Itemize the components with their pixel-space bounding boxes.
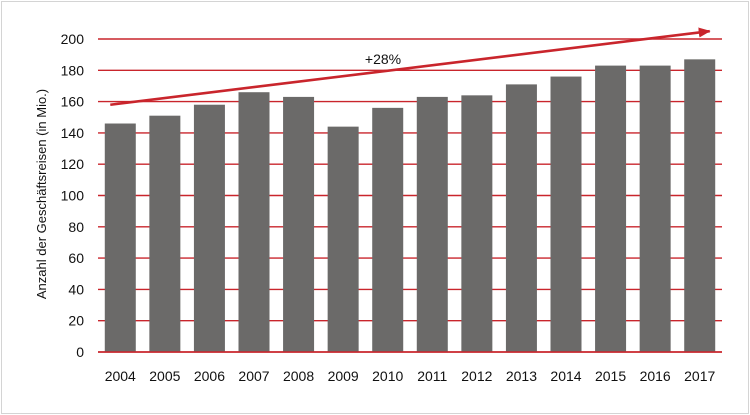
bar-2005 — [149, 115, 181, 352]
x-tick-label: 2008 — [283, 368, 314, 384]
x-tick-label: 2006 — [194, 368, 225, 384]
bar-2008 — [283, 96, 315, 352]
x-tick-label: 2014 — [550, 368, 581, 384]
y-tick-label: 200 — [61, 31, 85, 47]
bar-2017 — [684, 59, 716, 352]
y-tick-label: 140 — [61, 125, 85, 141]
x-tick-label: 2009 — [328, 368, 359, 384]
bar-2009 — [327, 126, 359, 352]
growth-arrow — [110, 27, 711, 107]
x-tick-label: 2015 — [595, 368, 626, 384]
x-tick-label: 2013 — [506, 368, 537, 384]
y-tick-label: 120 — [61, 156, 85, 172]
x-tick-label: 2017 — [684, 368, 715, 384]
y-tick-label: 20 — [68, 313, 84, 329]
bar-2015 — [595, 65, 627, 352]
bar-2014 — [550, 76, 582, 352]
y-tick-label: 100 — [61, 188, 85, 204]
bar-2007 — [238, 92, 270, 353]
y-tick-label: 60 — [68, 250, 84, 266]
y-tick-label: 160 — [61, 94, 85, 110]
bar-2013 — [505, 84, 537, 352]
x-tick-label: 2004 — [105, 368, 136, 384]
bar-2011 — [416, 96, 448, 352]
x-tick-label: 2012 — [461, 368, 492, 384]
bar-2004 — [104, 123, 136, 352]
x-tick-label: 2010 — [372, 368, 403, 384]
growth-label: +28% — [365, 51, 401, 67]
x-tick-label: 2011 — [417, 368, 447, 384]
y-tick-label: 180 — [61, 62, 85, 78]
y-tick-label: 40 — [68, 281, 84, 297]
x-tick-label: 2007 — [238, 368, 269, 384]
bar-2012 — [461, 95, 493, 352]
y-axis-label: Anzahl der Geschäftsreisen (in Mio.) — [34, 89, 49, 299]
y-tick-label: 80 — [68, 219, 84, 235]
x-tick-label: 2005 — [149, 368, 180, 384]
bar-2016 — [639, 65, 671, 352]
bar-2006 — [193, 104, 225, 352]
x-tick-label: 2016 — [640, 368, 671, 384]
bar-2010 — [372, 107, 404, 352]
y-tick-label: 0 — [76, 344, 84, 360]
